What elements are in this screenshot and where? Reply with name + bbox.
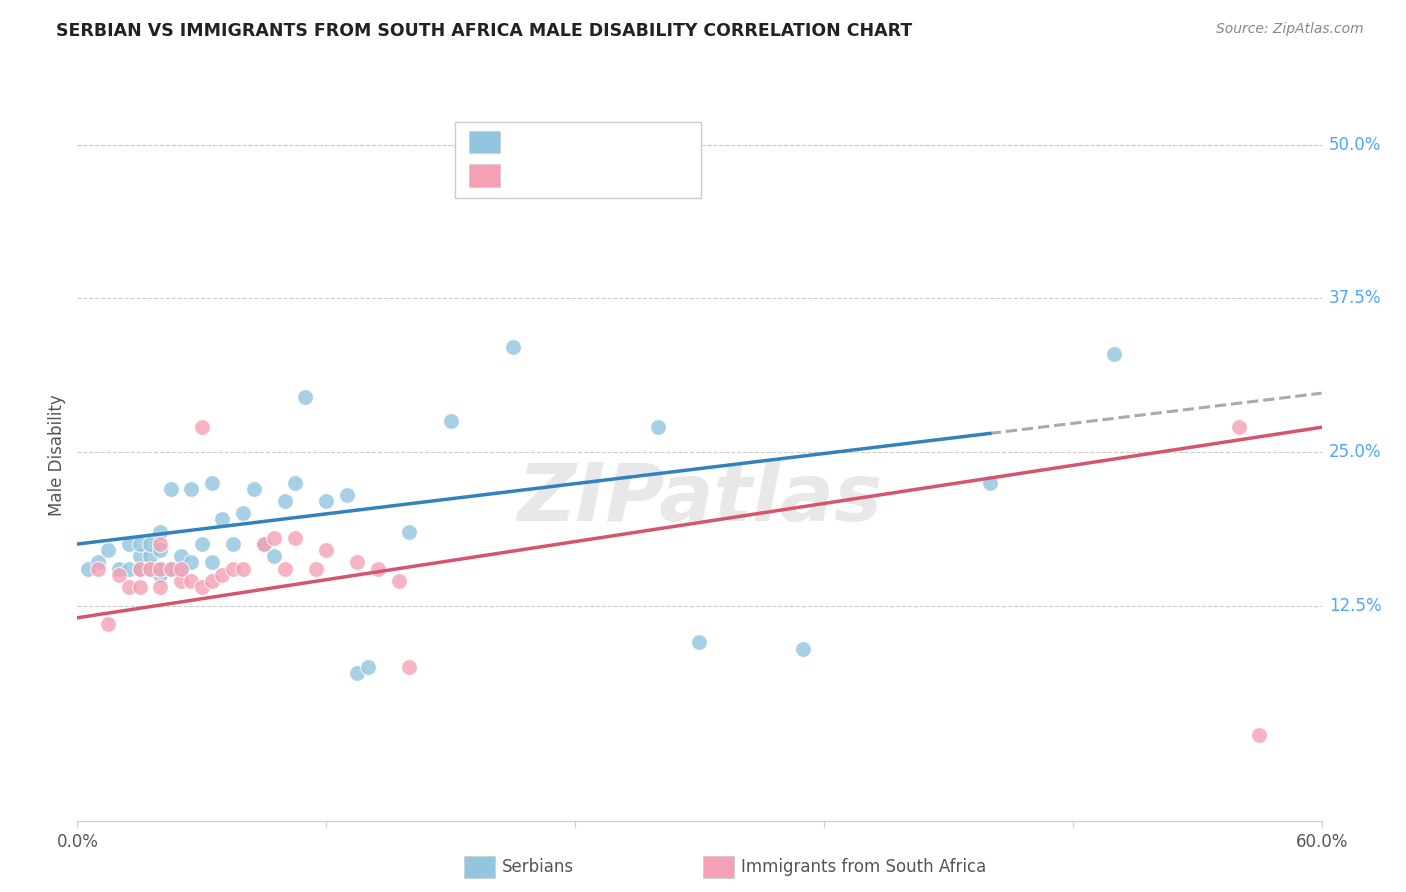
- Point: [170, 549, 193, 564]
- Point: [294, 390, 316, 404]
- Point: [440, 414, 463, 428]
- Point: [357, 660, 380, 674]
- Text: R =: R =: [512, 133, 551, 151]
- Point: [388, 574, 411, 588]
- Point: [108, 567, 131, 582]
- Point: [242, 482, 264, 496]
- Point: [128, 580, 150, 594]
- Point: [336, 488, 359, 502]
- Point: [201, 556, 224, 570]
- Text: 47: 47: [641, 133, 664, 151]
- Point: [284, 475, 307, 490]
- Text: 0.356: 0.356: [551, 167, 602, 185]
- Point: [128, 549, 150, 564]
- Point: [222, 561, 245, 575]
- Point: [647, 420, 669, 434]
- Point: [170, 574, 193, 588]
- Point: [87, 556, 110, 570]
- Point: [201, 475, 224, 490]
- Point: [211, 512, 233, 526]
- Point: [87, 561, 110, 575]
- Point: [502, 340, 524, 354]
- Point: [159, 561, 181, 575]
- Point: [201, 574, 224, 588]
- Text: Serbians: Serbians: [502, 858, 574, 876]
- Point: [159, 561, 181, 575]
- Text: 37.5%: 37.5%: [1329, 289, 1381, 307]
- Point: [284, 531, 307, 545]
- Point: [979, 475, 1001, 490]
- Point: [346, 556, 368, 570]
- Point: [180, 574, 202, 588]
- Point: [211, 567, 233, 582]
- Point: [149, 567, 172, 582]
- Text: Immigrants from South Africa: Immigrants from South Africa: [741, 858, 986, 876]
- Point: [1249, 728, 1271, 742]
- Point: [1227, 420, 1250, 434]
- Point: [253, 537, 276, 551]
- Point: [180, 556, 202, 570]
- Point: [274, 494, 297, 508]
- Text: ZIPatlas: ZIPatlas: [517, 459, 882, 538]
- Y-axis label: Male Disability: Male Disability: [48, 394, 66, 516]
- Point: [191, 537, 214, 551]
- Point: [346, 666, 368, 681]
- Point: [139, 537, 162, 551]
- Point: [222, 537, 245, 551]
- Point: [253, 537, 276, 551]
- Point: [398, 660, 420, 674]
- Point: [128, 561, 150, 575]
- Point: [76, 561, 98, 575]
- Point: [792, 641, 814, 656]
- Point: [149, 524, 172, 539]
- Point: [128, 561, 150, 575]
- Point: [118, 561, 141, 575]
- Point: [232, 506, 254, 520]
- Point: [315, 543, 337, 558]
- Point: [108, 561, 131, 575]
- Point: [149, 561, 172, 575]
- Point: [159, 482, 181, 496]
- Text: Source: ZipAtlas.com: Source: ZipAtlas.com: [1216, 22, 1364, 37]
- Point: [139, 549, 162, 564]
- Point: [139, 561, 162, 575]
- Text: N =: N =: [606, 167, 645, 185]
- Point: [1104, 346, 1126, 360]
- Point: [149, 580, 172, 594]
- Point: [274, 561, 297, 575]
- Point: [191, 580, 214, 594]
- Point: [191, 420, 214, 434]
- Point: [128, 537, 150, 551]
- Text: 12.5%: 12.5%: [1329, 597, 1381, 615]
- Point: [263, 531, 285, 545]
- Point: [118, 580, 141, 594]
- Point: [367, 561, 389, 575]
- Text: SERBIAN VS IMMIGRANTS FROM SOUTH AFRICA MALE DISABILITY CORRELATION CHART: SERBIAN VS IMMIGRANTS FROM SOUTH AFRICA …: [56, 22, 912, 40]
- Text: 32: 32: [641, 167, 664, 185]
- Text: 0.269: 0.269: [551, 133, 602, 151]
- Point: [149, 537, 172, 551]
- Point: [118, 537, 141, 551]
- Point: [232, 561, 254, 575]
- Point: [170, 561, 193, 575]
- Point: [97, 616, 120, 631]
- Text: 25.0%: 25.0%: [1329, 442, 1381, 461]
- Text: 50.0%: 50.0%: [1329, 136, 1381, 153]
- Point: [263, 549, 285, 564]
- Point: [180, 482, 202, 496]
- Point: [315, 494, 337, 508]
- Point: [139, 561, 162, 575]
- Point: [305, 561, 328, 575]
- Text: R =: R =: [512, 167, 551, 185]
- Point: [149, 561, 172, 575]
- Point: [398, 524, 420, 539]
- Point: [606, 137, 628, 152]
- Text: N =: N =: [606, 133, 645, 151]
- Point: [170, 561, 193, 575]
- Point: [689, 635, 711, 649]
- Point: [149, 543, 172, 558]
- Point: [97, 543, 120, 558]
